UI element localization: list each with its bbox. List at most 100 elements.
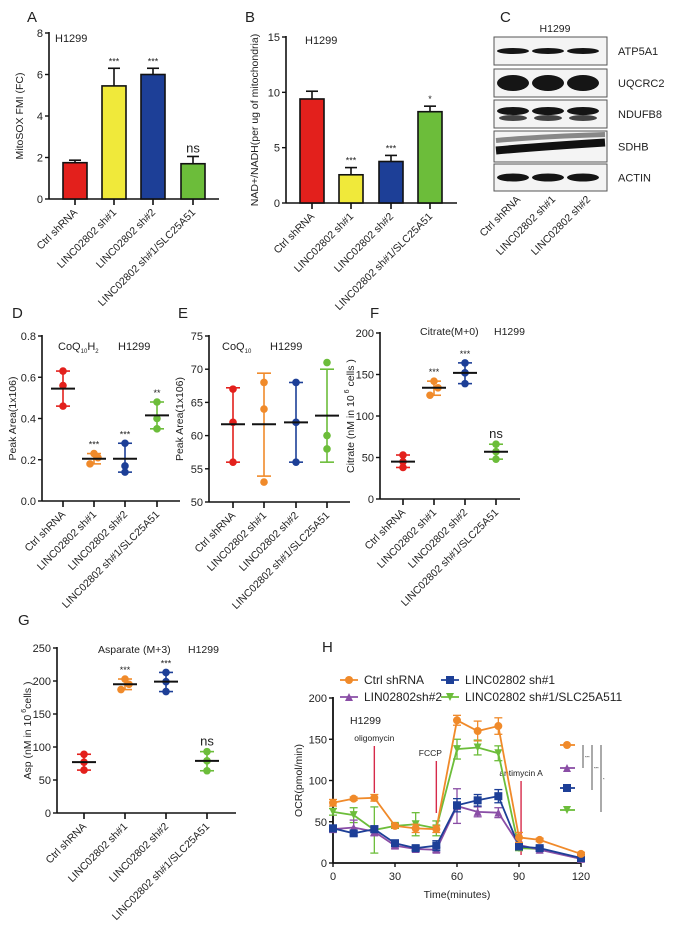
y-tick-label: 15 [268, 32, 280, 44]
y-axis-label: Peak Area(1x106) [174, 377, 186, 461]
bar [338, 173, 364, 204]
data-point [492, 440, 500, 449]
significance-label: *** [89, 440, 100, 450]
marker-circle [345, 676, 353, 684]
data-point [461, 359, 469, 367]
marker-square [446, 676, 454, 684]
annotation-label: FCCP [419, 748, 442, 758]
legend-label: LINC02802 sh#1/SLC25A511 [465, 690, 623, 704]
marker-triangle-down [349, 811, 358, 820]
data-point [426, 391, 434, 400]
blot-band [567, 48, 599, 54]
chart-title: H1299 [118, 341, 150, 353]
marker-circle [535, 835, 544, 844]
y-tick-label: 2 [37, 153, 43, 165]
subtitle-part: 2 [95, 349, 99, 355]
significance-label: * [603, 777, 605, 782]
marker-circle [494, 722, 503, 731]
y-tick-label: 100 [33, 742, 51, 754]
bar [140, 73, 166, 200]
data-point [492, 455, 500, 463]
blot-band [532, 75, 564, 91]
blot-band [497, 48, 529, 54]
y-tick-label: 75 [191, 331, 203, 343]
y-axis-label: Peak Area(1x106) [7, 376, 19, 460]
data-point [59, 367, 67, 375]
chart-subtitle: Asparate (M+3) [98, 644, 171, 656]
y-tick-label: 0.4 [21, 414, 36, 426]
panel-label: F [370, 305, 379, 322]
marker-circle [563, 741, 571, 749]
blot-band [567, 107, 599, 115]
y-tick-label: 100 [356, 411, 374, 423]
data-point [203, 747, 211, 756]
annotation-label: antimycin A [499, 768, 543, 778]
marker-triangle-down [473, 743, 482, 752]
y-tick-label: 8 [37, 28, 43, 40]
chart-title: H1299 [540, 23, 571, 35]
legend-label: LINC02802 sh#1 [465, 673, 555, 687]
subtitle-part: CoQ [58, 341, 81, 353]
protein-label: ATP5A1 [618, 46, 658, 58]
data-point [229, 385, 237, 393]
x-tick-label: 90 [513, 871, 525, 883]
series [329, 714, 585, 858]
blot-band [532, 107, 564, 115]
data-point [94, 453, 102, 462]
protein-label: ACTIN [618, 173, 651, 185]
y-tick-label: 200 [356, 328, 374, 340]
data-point [153, 414, 161, 423]
panel-label: H [322, 639, 333, 656]
chart-title: H1299 [270, 341, 302, 353]
marker-triangle-down [453, 745, 461, 754]
significance-label: *** [386, 143, 397, 153]
marker-circle [370, 793, 379, 802]
legend-item: LIN02802sh#2 [340, 690, 442, 704]
y-axis-label-end: cells ) [22, 681, 34, 708]
y-tick-label: 70 [191, 364, 203, 376]
y-axis-label: MitoSOX FMI (FC) [14, 73, 26, 160]
blot-band [497, 75, 529, 91]
data-point [162, 687, 170, 696]
marker-triangle [563, 764, 571, 772]
significance-label: *** [346, 156, 357, 166]
marker-triangle-down [329, 807, 337, 816]
y-tick-label: 0 [274, 198, 280, 210]
significance-label: *** [429, 367, 440, 377]
marker-triangle [345, 693, 353, 701]
subtitle-part: 10 [245, 349, 252, 355]
blot-band [567, 173, 599, 182]
y-tick-label: 0.6 [21, 372, 36, 384]
y-tick-label: 65 [191, 397, 203, 409]
bar [417, 110, 443, 204]
panel-label: C [500, 9, 511, 26]
y-axis-label-text: Peak Area(1x106) [7, 376, 19, 460]
data-point [203, 766, 211, 775]
data-point [117, 685, 125, 694]
chart-subtitle: CoQ10 [222, 341, 252, 355]
data-point [399, 451, 407, 459]
marker-square [370, 825, 379, 834]
marker-square [349, 829, 358, 838]
y-tick-label: 5 [274, 143, 280, 155]
data-point [153, 398, 161, 406]
data-point [80, 766, 88, 774]
y-tick-label: 200 [33, 676, 51, 688]
chart-subtitle: CoQ10H2 [58, 341, 99, 355]
marker-triangle-down [563, 806, 571, 814]
blot-band [497, 107, 529, 115]
subtitle-part: H [87, 341, 95, 353]
protein-label: SDHB [618, 142, 649, 154]
data-point [121, 468, 129, 476]
significance-label: *** [161, 658, 172, 668]
x-tick-label: 0 [330, 871, 336, 883]
blot-band [497, 173, 529, 182]
x-tick-label: 30 [389, 871, 401, 883]
panel-label: D [12, 305, 23, 322]
bar [299, 98, 325, 204]
data-point [86, 460, 94, 468]
y-axis-label-text: MitoSOX FMI (FC) [14, 73, 26, 160]
y-axis-label-text: Peak Area(1x106) [174, 377, 186, 461]
